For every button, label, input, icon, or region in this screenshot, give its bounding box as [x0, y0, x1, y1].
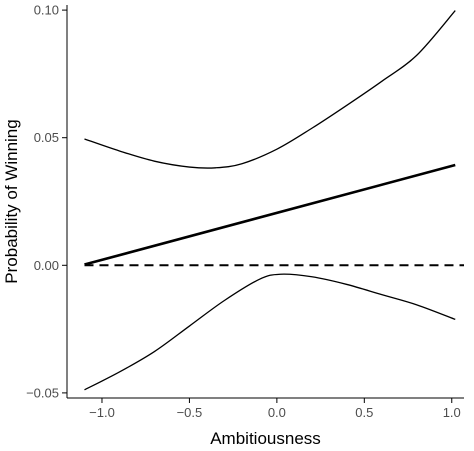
data-layer [84, 10, 464, 391]
x-tick-label: −1.0 [89, 405, 115, 420]
y-axis-ticks: −0.05 0.00 0.05 0.10 [26, 3, 67, 400]
y-axis-title: Probability of Winning [2, 119, 21, 283]
x-tick-label: −0.5 [177, 405, 203, 420]
upper-bound-line [84, 10, 456, 169]
lower-bound-line [84, 273, 456, 391]
y-tick-label: −0.05 [26, 385, 59, 400]
x-tick-label: 0.0 [268, 405, 286, 420]
y-tick-label: 0.00 [34, 258, 59, 273]
estimate-line [84, 163, 456, 266]
x-tick-label: 1.0 [443, 405, 461, 420]
x-axis-title: Ambitiousness [210, 429, 321, 448]
y-tick-label: 0.10 [34, 3, 59, 18]
x-axis-ticks: −1.0 −0.5 0.0 0.5 1.0 [89, 398, 461, 420]
x-tick-label: 0.5 [355, 405, 373, 420]
y-tick-label: 0.05 [34, 130, 59, 145]
